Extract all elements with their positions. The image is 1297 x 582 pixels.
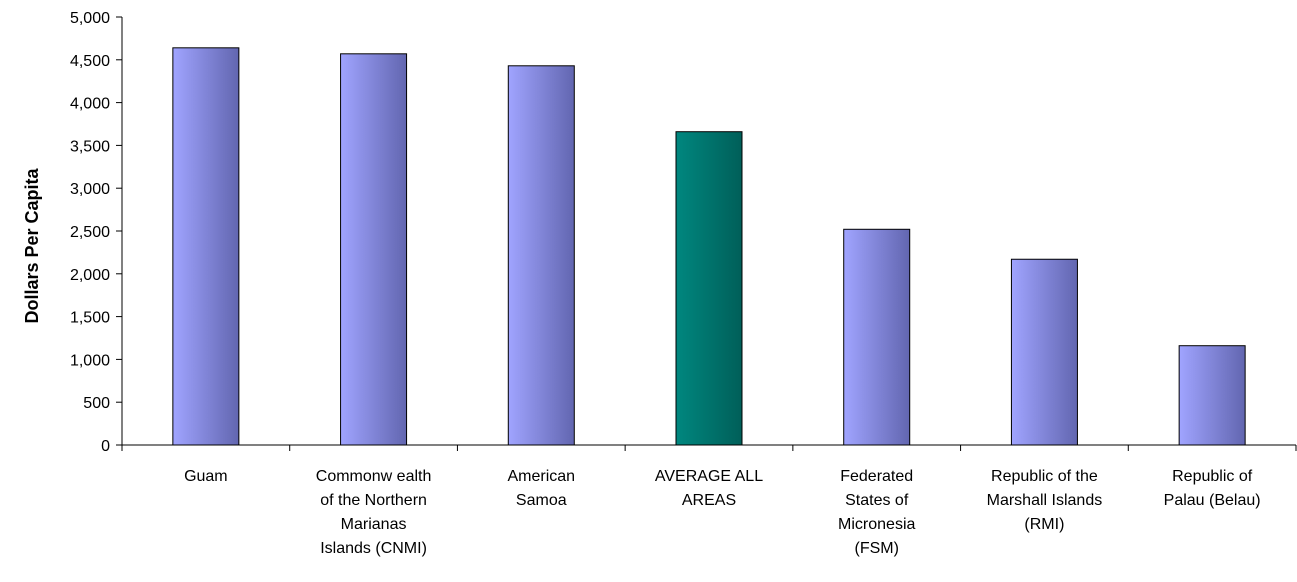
y-tick-label: 2,500 [70, 224, 110, 241]
y-tick-label: 2,000 [70, 267, 110, 284]
bars [172, 47, 1246, 446]
x-axis-ticks [121, 445, 1297, 451]
y-tick-label: 3,500 [70, 138, 110, 155]
y-tick-label: 4,000 [70, 96, 110, 113]
bar [1178, 345, 1246, 446]
category-label: Guam [184, 468, 228, 485]
y-tick-label: 3,000 [70, 181, 110, 198]
category-labels: Guam Commonw ealth of the Northern Marianas… [184, 468, 1261, 557]
category-label: Federated States of Micronesia (FSM) [838, 468, 915, 557]
bar [172, 47, 240, 446]
y-axis-title: Dollars Per Capita [22, 167, 42, 323]
bar [1010, 258, 1078, 446]
bar [507, 65, 575, 446]
category-label: AVERAGE ALL AREAS [655, 468, 763, 509]
bar [843, 228, 911, 446]
y-tick-label: 0 [101, 438, 110, 455]
y-tick-label: 1,000 [70, 352, 110, 369]
category-label: American Samoa [507, 468, 575, 509]
bar-average [675, 131, 743, 446]
category-label: Commonw ealth of the Northern Marianas Isla… [316, 468, 432, 557]
y-axis-ticks: 0 500 1,000 1,500 2,000 2,500 3,000 3,500 4,000 4… [70, 10, 122, 455]
bar [340, 53, 408, 446]
category-label: Republic of Palau (Belau) [1164, 468, 1261, 509]
y-tick-label: 4,500 [70, 53, 110, 70]
y-tick-label: 5,000 [70, 10, 110, 27]
y-tick-label: 1,500 [70, 310, 110, 327]
category-label: Republic of the Marshall Islands (RMI) [987, 468, 1103, 533]
y-tick-label: 500 [83, 395, 110, 412]
